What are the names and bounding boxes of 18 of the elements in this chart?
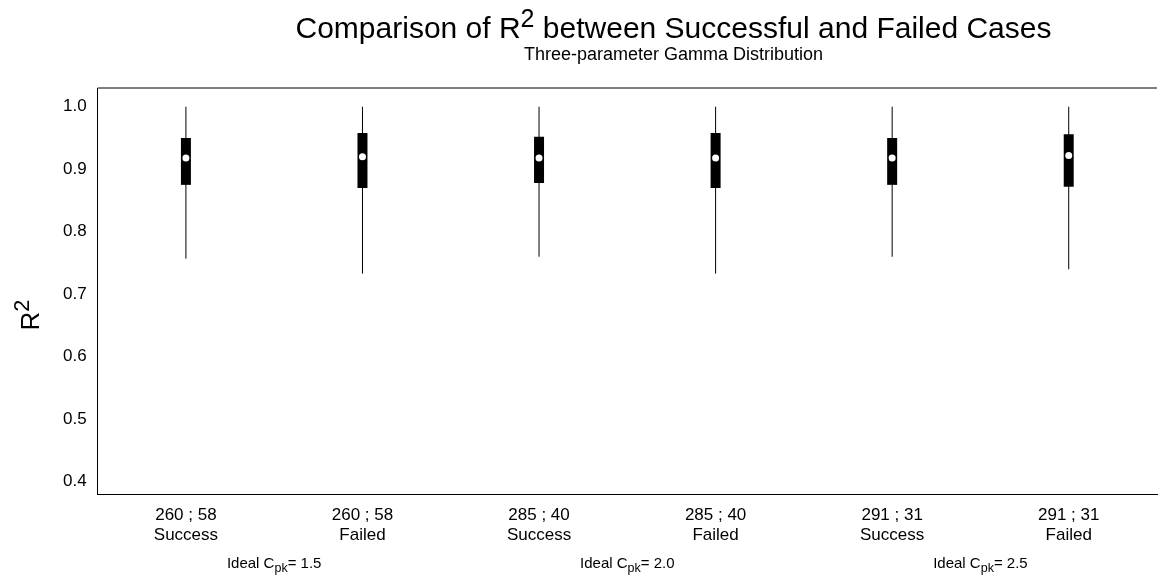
- y-tick-label: 0.7: [62, 283, 87, 303]
- chart-subtitle: Three-parameter Gamma Distribution: [522, 44, 825, 65]
- x-tick-label: 291 ; 31 Failed: [1037, 505, 1100, 545]
- x-tick-label: 285 ; 40 Failed: [684, 505, 747, 545]
- x-tick-label: 260 ; 58 Success: [153, 505, 219, 545]
- text: Ideal C$_{pk}$= 1.5: [226, 554, 322, 575]
- y-tick-label: 0.4: [62, 471, 87, 491]
- text: Ideal C$_{pk}$= 2.5: [933, 554, 1028, 575]
- x-tick-label: 260 ; 58 Failed: [331, 505, 394, 545]
- y-tick-label: 0.8: [62, 221, 87, 241]
- y-tick-label: 0.9: [62, 158, 87, 178]
- x-tick-label: 285 ; 40 Success: [506, 505, 572, 545]
- chart-title: Comparison of R$^{2}$ between Successful and Failed Cases: [294, 4, 1053, 45]
- y-tick-label: 1.0: [62, 96, 87, 116]
- x-tick-label: 291 ; 31 Success: [860, 505, 925, 545]
- y-tick-label: 0.6: [62, 346, 87, 366]
- text: Ideal C$_{pk}$= 2.0: [580, 554, 675, 575]
- y-tick-label: 0.5: [62, 408, 87, 428]
